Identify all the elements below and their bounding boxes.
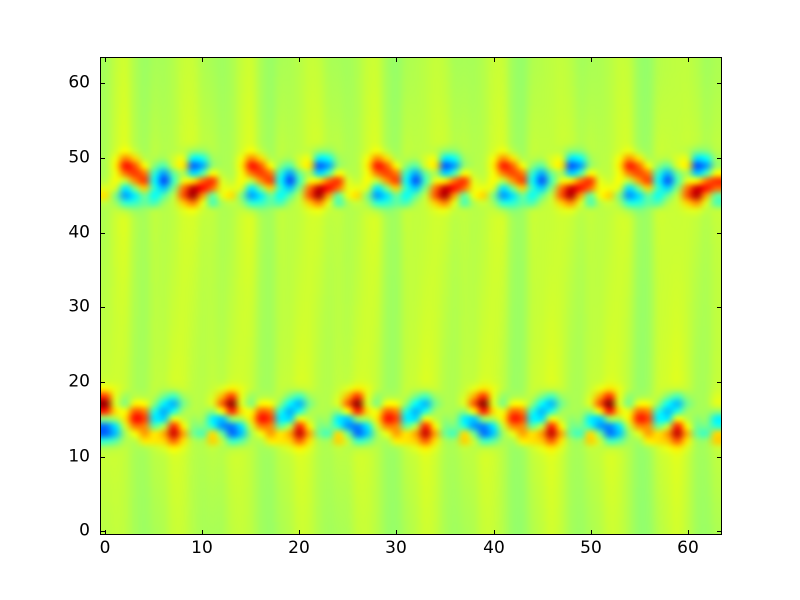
x-tick-mark: [396, 530, 397, 534]
y-tick-mark-right: [717, 382, 721, 383]
heatmap-image: [101, 58, 721, 534]
y-tick-label: 0: [79, 520, 90, 541]
y-tick-mark: [101, 158, 105, 159]
y-tick-mark-right: [717, 531, 721, 532]
x-tick-label: 0: [99, 538, 111, 558]
y-tick-label: 40: [68, 222, 90, 243]
y-tick-mark-right: [717, 457, 721, 458]
y-tick-mark-right: [717, 83, 721, 84]
x-tick-mark-top: [396, 58, 397, 62]
x-tick-label: 10: [191, 538, 213, 558]
y-tick-label: 50: [68, 147, 90, 168]
y-tick-mark: [101, 531, 105, 532]
x-tick-mark: [202, 530, 203, 534]
x-tick-mark-top: [494, 58, 495, 62]
y-tick-mark-right: [717, 307, 721, 308]
x-tick-mark: [105, 530, 106, 534]
y-tick-mark: [101, 233, 105, 234]
y-tick-mark-right: [717, 158, 721, 159]
x-tick-label: 60: [677, 538, 699, 558]
x-tick-mark: [591, 530, 592, 534]
x-tick-label: 50: [580, 538, 602, 558]
y-tick-label: 20: [68, 371, 90, 392]
x-tick-mark-top: [202, 58, 203, 62]
y-tick-mark: [101, 83, 105, 84]
y-tick-label: 30: [68, 296, 90, 317]
x-tick-label: 20: [288, 538, 310, 558]
y-tick-label: 60: [68, 72, 90, 93]
y-tick-mark: [101, 457, 105, 458]
heatmap-axes[interactable]: [100, 57, 722, 535]
y-tick-mark-right: [717, 233, 721, 234]
x-tick-label: 40: [483, 538, 505, 558]
y-tick-mark: [101, 382, 105, 383]
y-tick-mark: [101, 307, 105, 308]
y-tick-label: 10: [68, 446, 90, 467]
x-tick-label: 30: [385, 538, 407, 558]
x-tick-mark: [494, 530, 495, 534]
x-tick-mark-top: [688, 58, 689, 62]
x-tick-mark: [688, 530, 689, 534]
x-tick-mark-top: [591, 58, 592, 62]
x-tick-mark-top: [105, 58, 106, 62]
x-tick-mark: [299, 530, 300, 534]
x-tick-mark-top: [299, 58, 300, 62]
